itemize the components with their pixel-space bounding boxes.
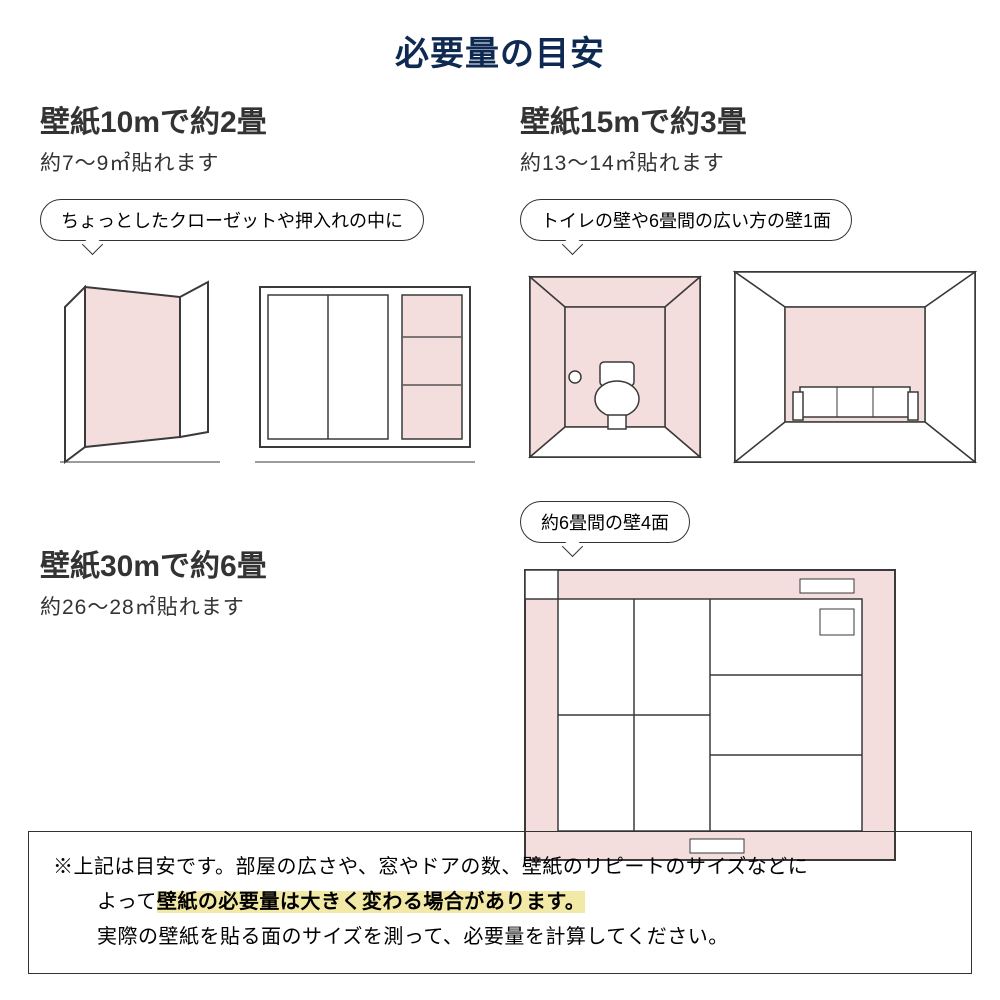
toilet-room-icon: [520, 267, 710, 467]
cabinet-icon: [250, 267, 480, 467]
living-room-icon: [730, 267, 980, 467]
note-line-1: ※上記は目安です。部屋の広さや、窓やドアの数、壁紙のリピートのサイズなどに: [53, 850, 947, 885]
closet-icon: [40, 267, 230, 467]
illustration-row-10m: [40, 267, 480, 467]
sub-30m: 約26～28㎡貼れます: [40, 591, 480, 621]
note-line-3: 実際の壁紙を貼る面のサイズを測って、必要量を計算してください。: [53, 920, 947, 955]
note-line-2: よって壁紙の必要量は大きく変わる場合があります。: [53, 885, 947, 920]
section-15m: 壁紙15mで約3畳 約13～14㎡貼れます トイレの壁や6畳間の広い方の壁1面: [520, 97, 980, 467]
illustration-row-15m: [520, 267, 980, 467]
callout-30m: 約6畳間の壁4面: [520, 501, 690, 543]
page-title: 必要量の目安: [0, 0, 1000, 97]
heading-15m: 壁紙15mで約3畳: [520, 97, 980, 141]
callout-10m: ちょっとしたクローゼットや押入れの中に: [40, 199, 424, 241]
section-30m-illustration: 約6畳間の壁4面: [520, 501, 980, 870]
floorplan-icon: [520, 565, 900, 865]
note-highlight: 壁紙の必要量は大きく変わる場合があります。: [157, 891, 586, 913]
callout-15m: トイレの壁や6畳間の広い方の壁1面: [520, 199, 852, 241]
note-line-2-prefix: よって: [97, 891, 157, 913]
sections-grid: 壁紙10mで約2畳 約7～9㎡貼れます ちょっとしたクローゼットや押入れの中に: [0, 97, 1000, 870]
note-box: ※上記は目安です。部屋の広さや、窓やドアの数、壁紙のリピートのサイズなどに よっ…: [28, 831, 972, 974]
sub-15m: 約13～14㎡貼れます: [520, 147, 980, 177]
section-30m-text: 壁紙30mで約6畳 約26～28㎡貼れます: [40, 501, 480, 870]
sub-10m: 約7～9㎡貼れます: [40, 147, 480, 177]
heading-30m: 壁紙30mで約6畳: [40, 541, 480, 585]
section-10m: 壁紙10mで約2畳 約7～9㎡貼れます ちょっとしたクローゼットや押入れの中に: [40, 97, 480, 467]
heading-10m: 壁紙10mで約2畳: [40, 97, 480, 141]
